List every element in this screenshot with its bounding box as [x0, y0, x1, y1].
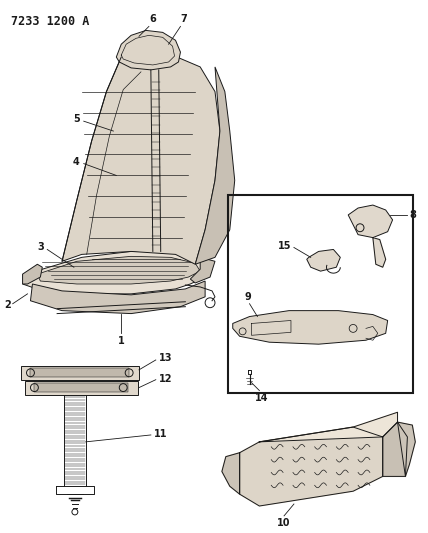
Text: 2: 2 — [4, 300, 11, 310]
Text: 8: 8 — [409, 210, 416, 220]
Polygon shape — [116, 30, 181, 70]
Text: 12: 12 — [159, 374, 172, 384]
Text: 3: 3 — [38, 243, 44, 253]
Polygon shape — [195, 67, 235, 264]
Polygon shape — [233, 311, 388, 344]
Polygon shape — [190, 257, 215, 283]
Polygon shape — [383, 422, 407, 477]
Polygon shape — [62, 47, 220, 264]
Text: 9: 9 — [244, 292, 251, 302]
Text: 6: 6 — [149, 14, 156, 25]
Bar — [34, 383, 128, 392]
Text: 10: 10 — [277, 518, 291, 528]
Polygon shape — [37, 256, 200, 284]
Polygon shape — [23, 252, 210, 294]
Bar — [21, 366, 139, 379]
Polygon shape — [30, 281, 205, 313]
Polygon shape — [259, 412, 398, 442]
Text: 13: 13 — [159, 353, 172, 363]
Text: 5: 5 — [73, 114, 80, 124]
Text: 7233 1200 A: 7233 1200 A — [11, 14, 89, 28]
Text: 14: 14 — [255, 392, 268, 402]
Polygon shape — [307, 249, 340, 271]
Polygon shape — [23, 264, 42, 284]
Text: 1: 1 — [118, 336, 125, 346]
Text: 7: 7 — [180, 14, 187, 25]
Polygon shape — [222, 453, 240, 494]
Polygon shape — [398, 422, 415, 477]
Polygon shape — [240, 427, 383, 506]
Polygon shape — [348, 205, 392, 238]
Bar — [228, 195, 413, 392]
Polygon shape — [373, 238, 386, 267]
Text: 4: 4 — [73, 157, 80, 167]
Bar — [30, 368, 129, 377]
Text: 15: 15 — [277, 240, 291, 251]
Text: 11: 11 — [154, 429, 167, 439]
Bar — [24, 381, 138, 394]
